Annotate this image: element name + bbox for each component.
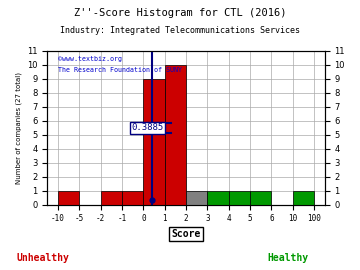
Text: The Research Foundation of SUNY: The Research Foundation of SUNY: [58, 67, 182, 73]
Y-axis label: Number of companies (27 total): Number of companies (27 total): [15, 72, 22, 184]
Bar: [122, 191, 143, 204]
Bar: [165, 65, 186, 204]
Bar: [250, 191, 271, 204]
Text: Z''-Score Histogram for CTL (2016): Z''-Score Histogram for CTL (2016): [74, 8, 286, 18]
Bar: [143, 79, 165, 204]
X-axis label: Score: Score: [171, 229, 201, 239]
Text: Healthy: Healthy: [267, 253, 309, 263]
Bar: [58, 191, 79, 204]
Text: Industry: Integrated Telecommunications Services: Industry: Integrated Telecommunications …: [60, 26, 300, 35]
Text: Unhealthy: Unhealthy: [17, 253, 69, 263]
Bar: [186, 191, 207, 204]
Bar: [101, 191, 122, 204]
Bar: [293, 191, 314, 204]
Text: 0.3885: 0.3885: [131, 123, 163, 132]
Text: ©www.textbiz.org: ©www.textbiz.org: [58, 56, 122, 62]
Bar: [207, 191, 229, 204]
Bar: [229, 191, 250, 204]
